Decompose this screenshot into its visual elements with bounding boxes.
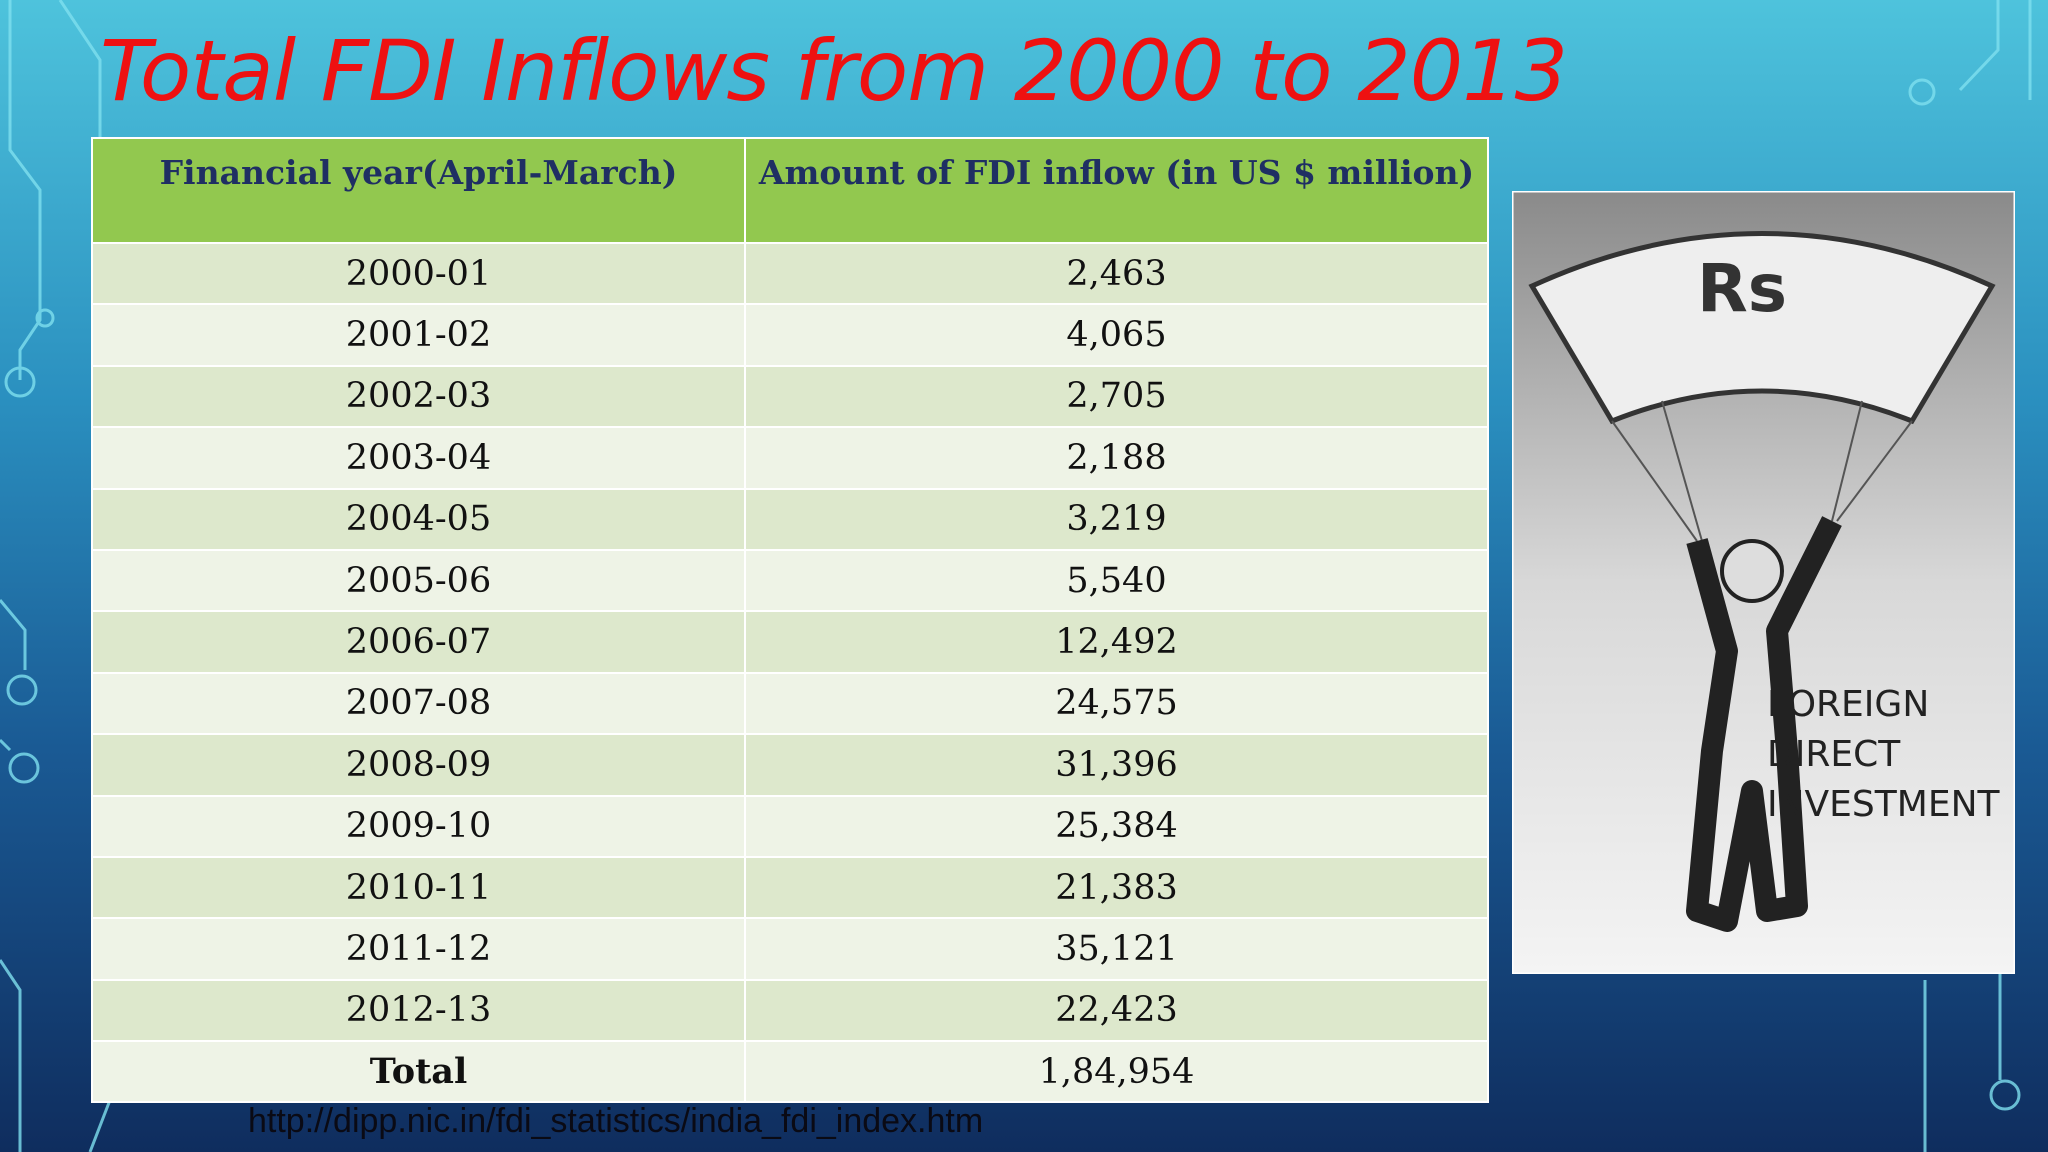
- table-row: 2006-07 12,492: [91, 610, 1489, 674]
- table-cell: 2005-06: [91, 548, 746, 613]
- slide-title: Total FDI Inflows from 2000 to 2013: [100, 22, 1568, 120]
- total-cell: 1,84,954: [744, 1040, 1489, 1104]
- table-row: 2005-06 5,540: [91, 548, 1489, 613]
- header-row: Financial year(April-March) Amount of FD…: [91, 137, 1489, 244]
- caption-line: INVESTMENT: [1767, 784, 2000, 825]
- table-cell: 2000-01: [91, 241, 746, 306]
- table-row: 2004-05 3,219: [91, 487, 1489, 551]
- table-cell: 31,396: [744, 733, 1489, 797]
- table-cell: 24,575: [744, 671, 1489, 736]
- table-cell: 2010-11: [91, 855, 746, 920]
- table-cell: 2008-09: [91, 733, 746, 797]
- total-row: Total 1,84,954: [91, 1040, 1489, 1104]
- table-cell: 2,463: [744, 241, 1489, 306]
- fdi-table: Financial year(April-March) Amount of FD…: [91, 137, 1489, 1104]
- table-cell: 2012-13: [91, 978, 746, 1043]
- table-cell: 2002-03: [91, 364, 746, 429]
- table-row: 2003-04 2,188: [91, 426, 1489, 490]
- table-cell: 2,188: [744, 426, 1489, 490]
- table-row: 2009-10 25,384: [91, 794, 1489, 858]
- table-cell: 21,383: [744, 855, 1489, 920]
- table-row: 2002-03 2,705: [91, 364, 1489, 429]
- table-row: 2008-09 31,396: [91, 733, 1489, 797]
- header-cell: Amount of FDI inflow (in US $ million): [744, 137, 1489, 244]
- table-cell: 12,492: [744, 610, 1489, 674]
- table-cell: 5,540: [744, 548, 1489, 613]
- total-cell: Total: [91, 1040, 746, 1104]
- header-cell: Financial year(April-March): [91, 137, 746, 244]
- table-cell: 2006-07: [91, 610, 746, 674]
- table-cell: 2004-05: [91, 487, 746, 551]
- caption-line: DIRECT: [1767, 734, 1901, 775]
- table-row: 2010-11 21,383: [91, 855, 1489, 920]
- currency-label: Rs: [1697, 250, 1787, 327]
- table-cell: 2011-12: [91, 917, 746, 981]
- table-cell: 2009-10: [91, 794, 746, 858]
- table-cell: 25,384: [744, 794, 1489, 858]
- fdi-cartoon: Rs FOREIGN DIRECT INVESTMENT: [1512, 191, 2015, 974]
- table-cell: 4,065: [744, 303, 1489, 367]
- table-cell: 2007-08: [91, 671, 746, 736]
- table-row: 2007-08 24,575: [91, 671, 1489, 736]
- table-body: 2000-01 2,463 2001-02 4,065 2002-03 2,705 2003…: [91, 241, 1489, 1104]
- table-cell: 3,219: [744, 487, 1489, 551]
- table-cell: 22,423: [744, 978, 1489, 1043]
- table-row: 2001-02 4,065: [91, 303, 1489, 367]
- table-cell: 2003-04: [91, 426, 746, 490]
- table-cell: 2001-02: [91, 303, 746, 367]
- table-cell: 2,705: [744, 364, 1489, 429]
- table-cell: 35,121: [744, 917, 1489, 981]
- table-row: 2011-12 35,121: [91, 917, 1489, 981]
- source-link: http://dipp.nic.in/fdi_statistics/india_…: [248, 1102, 984, 1140]
- table-row: 2000-01 2,463: [91, 241, 1489, 306]
- caption-line: FOREIGN: [1767, 684, 1929, 725]
- table-row: 2012-13 22,423: [91, 978, 1489, 1043]
